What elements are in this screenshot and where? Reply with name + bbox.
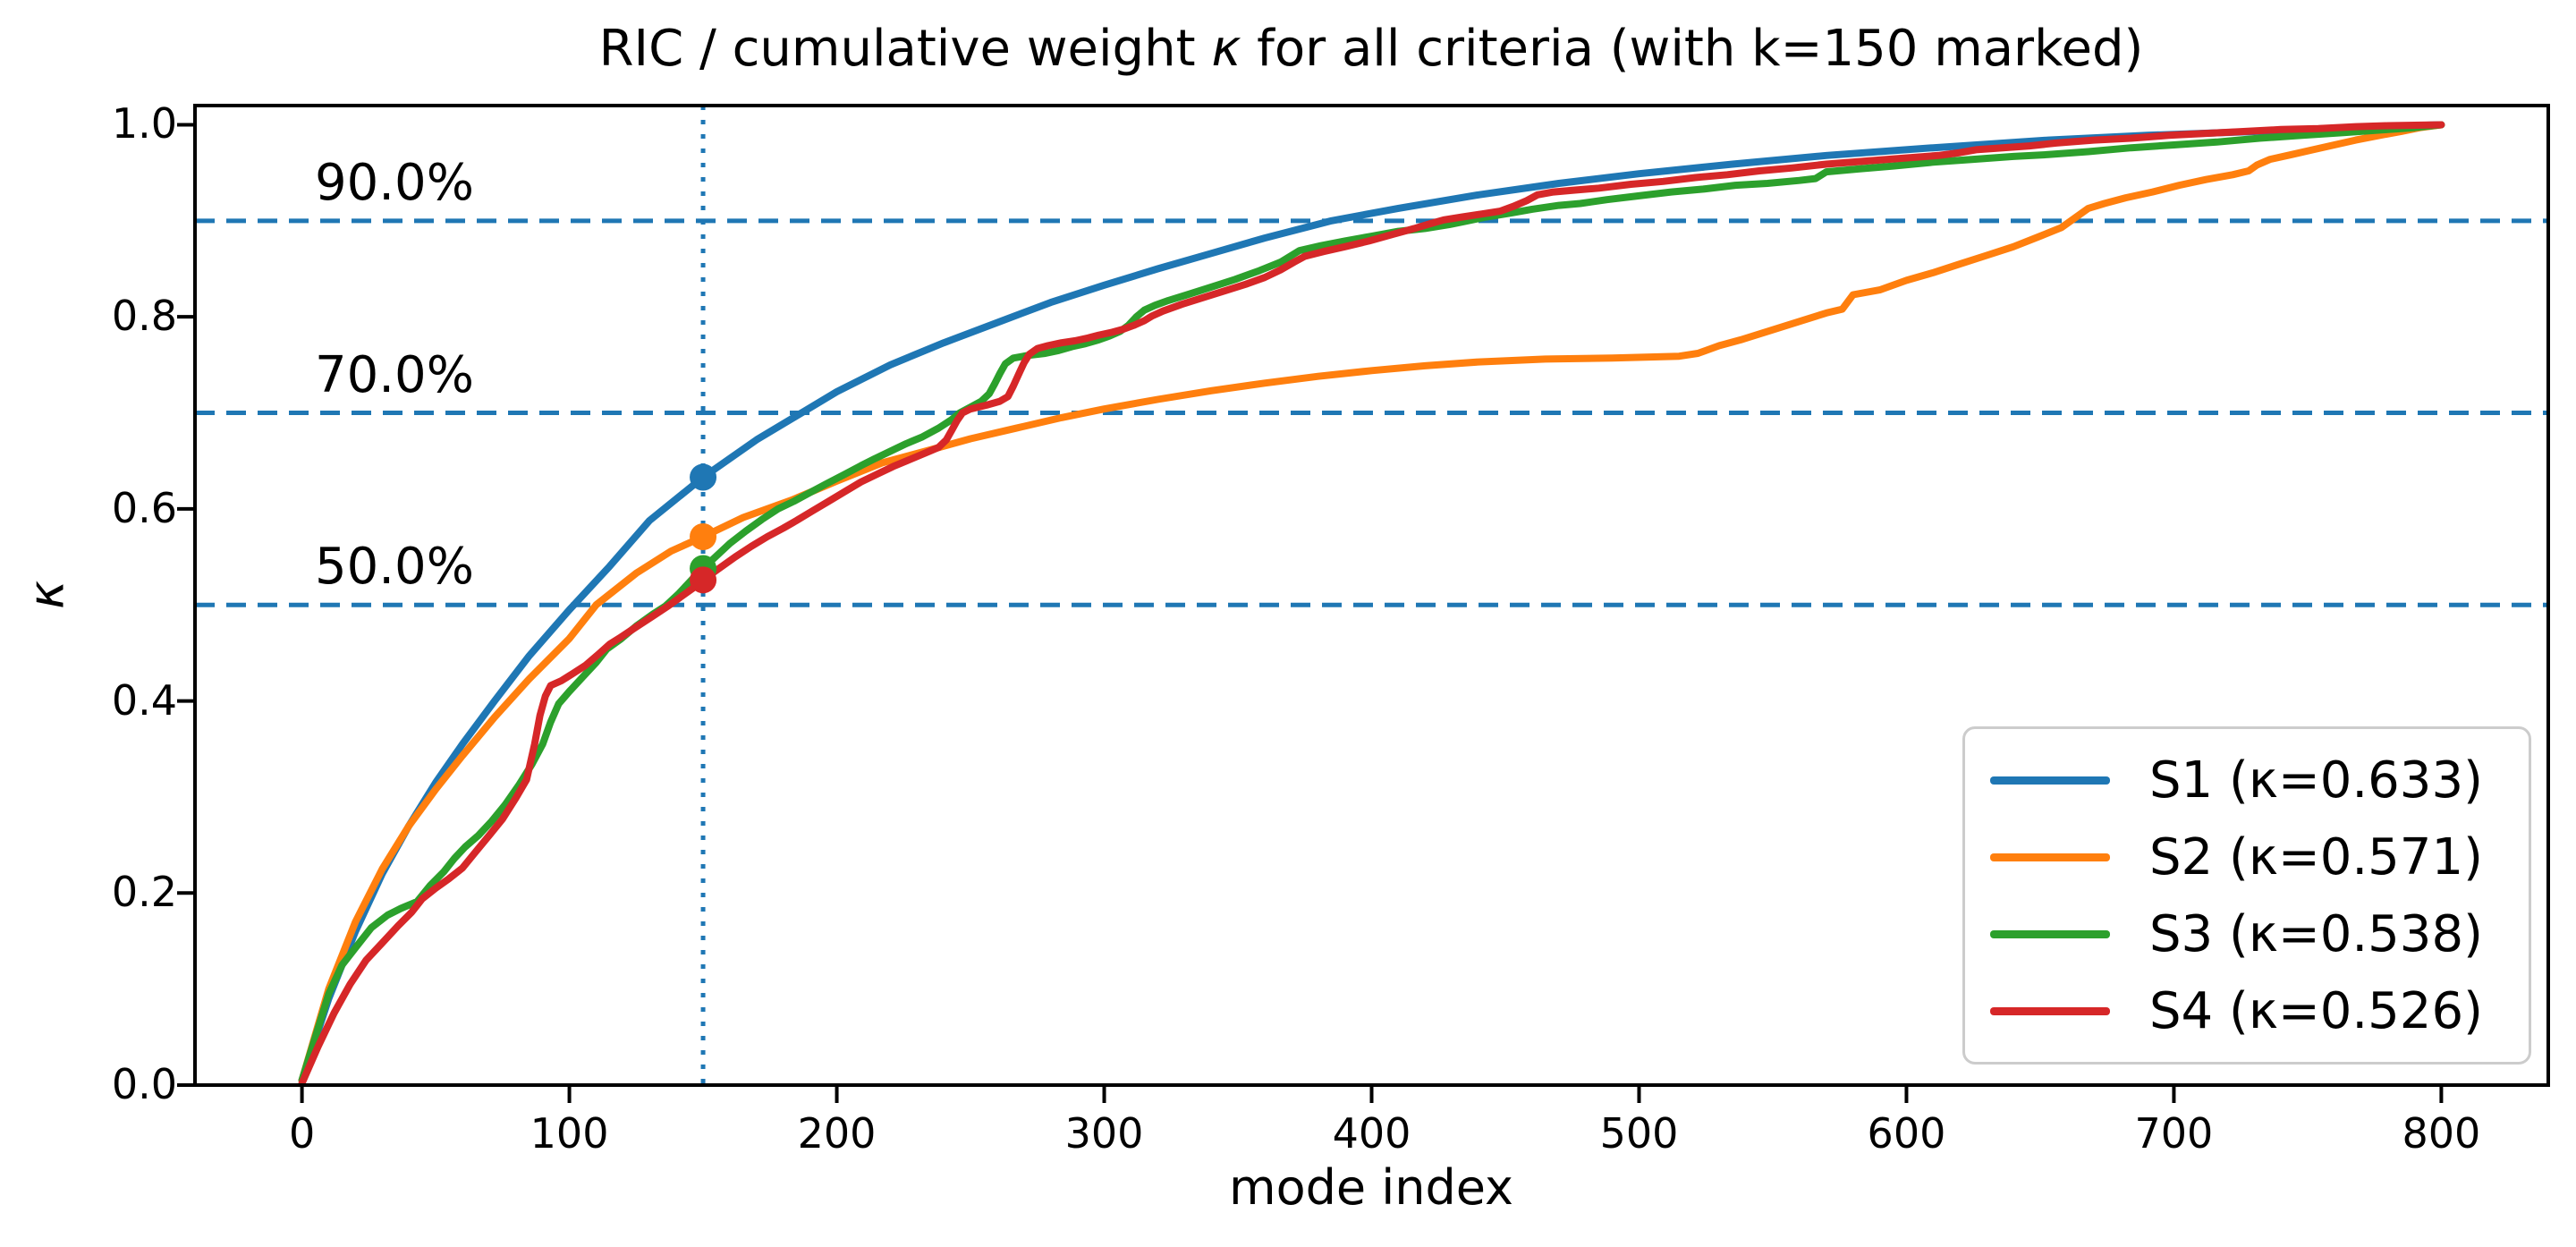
legend-item-S1: S1 (κ=0.633) [1990,751,2504,810]
x-tick-label: 600 [1867,1109,1946,1158]
chart-title: RIC / cumulative weight κ for all criter… [599,20,2144,78]
threshold-label: 50.0% [315,538,474,597]
y-tick-label: 0.6 [111,483,177,532]
legend-line-swatch-S2 [1990,853,2110,861]
legend-label-S3: S3 (κ=0.538) [2149,904,2483,963]
k-marker-dot-S2 [690,523,717,551]
legend-item-S2: S2 (κ=0.571) [1990,828,2504,886]
threshold-label: 70.0% [315,345,474,404]
x-tick-label: 200 [797,1109,877,1158]
y-tick-label: 1.0 [111,99,177,148]
k-marker-dot-S1 [690,463,717,491]
legend-line-swatch-S3 [1990,929,2110,938]
k-marker-dot-S4 [690,566,717,594]
x-tick-label: 800 [2402,1109,2481,1158]
x-tick-label: 500 [1599,1109,1679,1158]
y-axis-label: κ [18,581,75,609]
legend-item-S4: S4 (κ=0.526) [1990,982,2504,1040]
series-line-S1 [298,121,2445,1084]
threshold-label: 90.0% [315,153,474,212]
legend-label-S1: S1 (κ=0.633) [2149,751,2483,810]
series-line-S3 [298,121,2445,1084]
y-tick-label: 0.0 [111,1060,177,1108]
legend-label-S4: S4 (κ=0.526) [2149,981,2483,1040]
x-tick-label: 400 [1332,1109,1411,1158]
legend-label-S2: S2 (κ=0.571) [2149,827,2483,886]
chart-title-prefix: RIC / cumulative weight [598,20,1212,78]
legend-line-swatch-S1 [1990,776,2110,785]
y-tick-label: 0.2 [111,868,177,917]
series-line-S4 [298,121,2445,1087]
x-tick-label: 700 [2134,1109,2214,1158]
y-tick-label: 0.8 [111,292,177,341]
x-axis-label: mode index [1228,1159,1514,1216]
x-tick-label: 0 [288,1109,316,1158]
x-tick-label: 300 [1064,1109,1144,1158]
chart-title-kappa: κ [1211,20,1241,78]
y-tick-label: 0.4 [111,675,177,725]
series-line-S2 [298,121,2445,1084]
legend: S1 (κ=0.633) S2 (κ=0.571) S3 (κ=0.538) S4 (… [1962,726,2531,1065]
x-tick-label: 100 [530,1109,609,1158]
legend-line-swatch-S4 [1990,1006,2110,1015]
chart-title-suffix: for all criteria (with k=150 marked) [1241,20,2144,78]
legend-item-S3: S3 (κ=0.538) [1990,905,2504,963]
